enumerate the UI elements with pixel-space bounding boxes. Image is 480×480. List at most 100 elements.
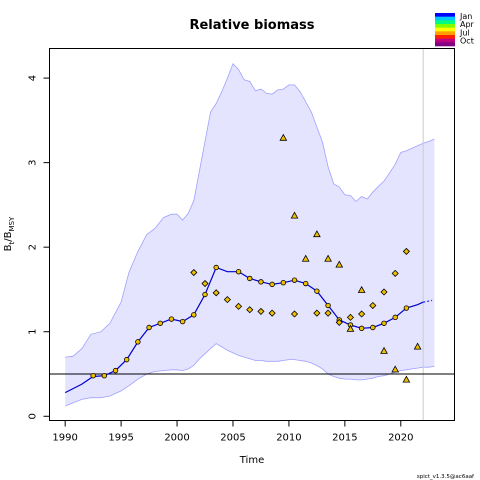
index-diamond-point — [324, 309, 332, 317]
legend-color-swatch — [435, 16, 455, 21]
legend-color-swatch — [435, 24, 455, 28]
index-diamond-point — [212, 289, 220, 297]
index-circle-point — [392, 314, 398, 321]
x-tick-label: 1995 — [108, 433, 133, 444]
index-circle-point — [258, 279, 264, 285]
ci-upper-line — [65, 62, 435, 358]
legend-label: Oct — [460, 37, 474, 46]
plot-frame — [49, 48, 455, 421]
x-axis-label: Time — [239, 455, 264, 466]
index-diamond-point — [268, 309, 276, 317]
index-circle-point — [146, 324, 152, 331]
index-circle-point — [191, 312, 197, 318]
y-axis-label-sep: /B — [3, 231, 14, 241]
x-tick-label: 2015 — [332, 433, 357, 444]
index-circle-point — [291, 277, 298, 283]
index-diamond-point — [223, 296, 231, 304]
x-tick-label: 2000 — [164, 433, 189, 444]
index-circle-point — [303, 280, 309, 287]
index-circle-point — [314, 288, 320, 294]
x-tick-label: 2010 — [276, 433, 301, 444]
confidence-band — [65, 63, 435, 407]
index-circle-point — [157, 320, 163, 326]
y-axis-label: Bt/BMSY — [3, 216, 16, 251]
y-tick-label: 2 — [28, 244, 39, 250]
index-triangle-point — [413, 342, 422, 350]
index-circle-point — [202, 291, 208, 298]
index-triangle-point — [391, 365, 400, 373]
index-triangle-point — [380, 346, 388, 354]
index-diamond-point — [201, 279, 209, 288]
index-diamond-point — [290, 310, 299, 318]
index-circle-point — [381, 320, 387, 326]
legend-color-swatch — [435, 20, 455, 25]
y-tick-label: 1 — [28, 329, 39, 335]
index-circle-point — [112, 367, 119, 374]
index-triangle-point — [290, 211, 299, 219]
index-triangle-point — [357, 285, 366, 293]
legend-color-swatch — [435, 27, 455, 32]
legend-label: Apr — [460, 20, 475, 29]
forecast-line — [423, 299, 433, 303]
index-circle-point — [179, 318, 186, 325]
y-axis-label-sub1: t — [8, 241, 16, 244]
index-circle-point — [135, 339, 141, 345]
index-triangle-point — [335, 260, 344, 268]
index-diamond-point — [391, 269, 399, 277]
legend-color-swatch — [435, 38, 455, 43]
index-triangle-point — [324, 254, 332, 262]
index-circle-point — [280, 279, 287, 286]
index-diamond-point — [235, 302, 243, 310]
index-circle-point — [325, 302, 331, 309]
version-footnote: spict_v1.3.5@ac6aaf — [417, 474, 475, 480]
index-diamond-point — [313, 309, 321, 317]
y-tick-label: 4 — [28, 75, 39, 81]
index-circle-point — [101, 372, 108, 379]
index-markers — [90, 133, 422, 383]
index-diamond-point — [380, 288, 388, 296]
index-circle-point — [358, 325, 365, 332]
index-diamond-point — [257, 307, 265, 316]
x-tick-label: 2005 — [220, 433, 245, 444]
index-diamond-point — [369, 301, 377, 310]
legend-color-swatch — [435, 42, 455, 47]
index-circle-point — [269, 281, 275, 288]
legend-label: Jul — [459, 28, 470, 37]
index-diamond-point — [346, 313, 355, 321]
index-circle-point — [247, 275, 253, 282]
index-triangle-point — [402, 375, 411, 383]
chart-title: Relative biomass — [189, 18, 314, 33]
index-diamond-point — [246, 306, 254, 314]
ci-lower-line — [65, 343, 435, 407]
index-diamond-point — [335, 318, 343, 326]
x-tick-label: 1990 — [52, 433, 77, 444]
x-tick-label: 2020 — [388, 433, 413, 444]
index-diamond-point — [402, 247, 410, 255]
index-circle-point — [235, 269, 242, 275]
index-circle-point — [168, 316, 175, 322]
legend-color-swatch — [435, 31, 455, 36]
index-triangle-point — [346, 324, 355, 332]
index-circle-point — [123, 356, 130, 363]
y-axis: 0 1 2 3 4 — [28, 75, 50, 419]
index-triangle-point — [301, 254, 310, 262]
index-triangle-point — [279, 133, 288, 141]
plot-area — [49, 48, 455, 421]
y-axis-label-main: B — [3, 244, 14, 251]
index-circle-point — [213, 264, 219, 271]
y-tick-label: 0 — [28, 413, 39, 419]
x-axis: 1990 1995 2000 2005 2010 2015 2020 — [52, 420, 414, 444]
legend-label: Jan — [459, 12, 472, 21]
legend-color-swatch — [435, 35, 455, 39]
y-axis-label-sub2: MSY — [8, 216, 16, 231]
index-circle-point — [370, 324, 376, 331]
index-diamond-point — [358, 310, 366, 318]
legend-color-swatch — [435, 13, 455, 17]
index-circle-point — [403, 305, 410, 311]
index-triangle-point — [313, 230, 321, 238]
index-diamond-point — [190, 268, 198, 277]
index-circle-point — [90, 372, 96, 379]
y-tick-label: 3 — [28, 159, 39, 165]
